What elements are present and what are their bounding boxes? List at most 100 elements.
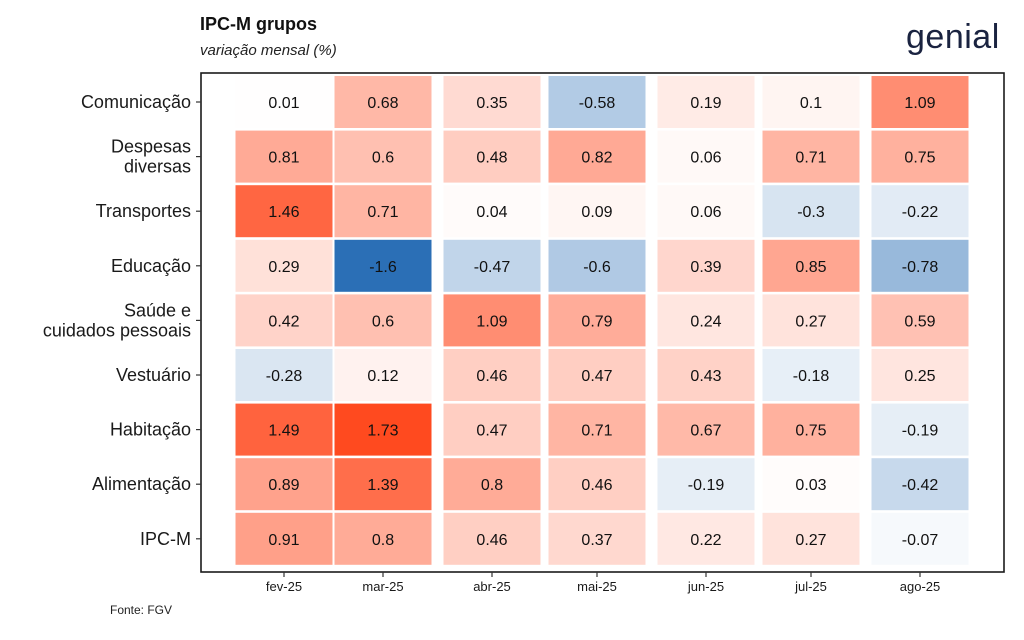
cell-value-label: 0.46 <box>581 477 612 494</box>
cell-value-label: 0.79 <box>581 313 612 330</box>
cell-value-label: 0.25 <box>904 368 935 385</box>
cell-value-label: 0.75 <box>795 423 826 440</box>
heatmap-cell <box>871 130 969 183</box>
cell-value-label: -0.07 <box>902 532 939 549</box>
cell-value-label: 0.8 <box>372 532 394 549</box>
cell-value-label: 0.47 <box>581 368 612 385</box>
x-tick-label: ago-25 <box>900 579 940 594</box>
heatmap-cell <box>657 294 755 347</box>
cell-value-label: 0.27 <box>795 313 826 330</box>
heatmap-cell <box>548 239 646 292</box>
heatmap-cell <box>548 185 646 238</box>
cell-value-label: 0.68 <box>367 95 398 112</box>
cell-value-label: 0.04 <box>476 204 507 221</box>
cell-value-label: 0.37 <box>581 532 612 549</box>
heatmap-cell <box>443 239 541 292</box>
heatmap-cell <box>548 294 646 347</box>
heatmap-cell <box>443 130 541 183</box>
heatmap-cell <box>871 294 969 347</box>
heatmap-cell <box>443 294 541 347</box>
cell-value-label: 0.06 <box>690 204 721 221</box>
cell-value-label: -0.6 <box>583 259 611 276</box>
heatmap-cell <box>334 185 432 238</box>
heatmap-cell <box>657 239 755 292</box>
cell-value-label: -0.78 <box>902 259 939 276</box>
heatmap-cell <box>657 76 755 128</box>
heatmap-cell <box>235 185 333 238</box>
cell-value-label: 0.46 <box>476 368 507 385</box>
heatmap-cell <box>235 403 333 456</box>
heatmap-cell <box>548 403 646 456</box>
cell-value-label: 0.39 <box>690 259 721 276</box>
cell-value-label: 0.81 <box>268 150 299 167</box>
heatmap-cell <box>871 349 969 401</box>
heatmap-cell <box>443 185 541 238</box>
heatmap-cell <box>871 512 969 565</box>
heatmap-cell <box>334 130 432 183</box>
cell-value-label: 0.27 <box>795 532 826 549</box>
heatmap-cell <box>334 403 432 456</box>
y-tick-label: IPC-M <box>140 529 191 549</box>
brand-logo: genial <box>906 18 1000 56</box>
heatmap-cell <box>762 76 860 128</box>
heatmap-cell <box>443 349 541 401</box>
heatmap-cell <box>871 185 969 238</box>
y-tick-label: diversas <box>124 157 191 177</box>
cell-value-label: 0.6 <box>372 313 394 330</box>
cell-value-label: 0.42 <box>268 313 299 330</box>
cell-value-label: 0.67 <box>690 423 721 440</box>
cell-value-label: -0.47 <box>474 259 511 276</box>
y-tick-label: Alimentação <box>92 474 191 494</box>
heatmap-cell <box>443 76 541 128</box>
cell-value-label: 0.19 <box>690 95 721 112</box>
y-tick-label: Transportes <box>96 201 191 221</box>
heatmap-cell <box>871 239 969 292</box>
cell-value-label: -0.19 <box>688 477 725 494</box>
cell-value-label: -0.18 <box>793 368 830 385</box>
cell-value-label: 1.39 <box>367 477 398 494</box>
cell-value-label: 0.71 <box>581 423 612 440</box>
heatmap-cell <box>762 458 860 511</box>
heatmap-cell <box>443 512 541 565</box>
heatmap-cell <box>657 185 755 238</box>
heatmap-cell <box>334 76 432 128</box>
heatmap-cell <box>334 294 432 347</box>
heatmap-cell <box>871 76 969 128</box>
x-tick-label: jun-25 <box>687 579 724 594</box>
heatmap-cell <box>762 349 860 401</box>
cell-value-label: 0.22 <box>690 532 721 549</box>
cell-value-label: 1.49 <box>268 423 299 440</box>
cell-value-label: 0.43 <box>690 368 721 385</box>
y-tick-label: Educação <box>111 256 191 276</box>
cell-value-label: -0.28 <box>266 368 303 385</box>
heatmap-cell <box>657 512 755 565</box>
cell-value-label: 0.46 <box>476 532 507 549</box>
heatmap-cell <box>443 458 541 511</box>
cell-value-label: 0.09 <box>581 204 612 221</box>
cell-value-label: -0.58 <box>579 95 616 112</box>
cell-value-label: 0.48 <box>476 150 507 167</box>
cell-value-label: 0.35 <box>476 95 507 112</box>
heatmap-cell <box>235 458 333 511</box>
heatmap-cell <box>657 349 755 401</box>
heatmap-cell <box>548 349 646 401</box>
heatmap-cell <box>235 239 333 292</box>
cell-value-label: -1.6 <box>369 259 397 276</box>
cell-value-label: 0.82 <box>581 150 612 167</box>
cell-value-label: 0.89 <box>268 477 299 494</box>
y-tick-label: cuidados pessoais <box>43 320 191 340</box>
heatmap-cell <box>548 512 646 565</box>
heatmap-cell <box>871 403 969 456</box>
cell-value-label: 1.09 <box>904 95 935 112</box>
x-tick-label: fev-25 <box>266 579 302 594</box>
cell-value-label: 0.8 <box>481 477 503 494</box>
y-tick-label: Vestuário <box>116 365 191 385</box>
cell-value-label: 0.75 <box>904 150 935 167</box>
y-tick-label: Saúde e <box>124 300 191 320</box>
cell-value-label: 0.85 <box>795 259 826 276</box>
cell-value-label: 0.03 <box>795 477 826 494</box>
heatmap-cell <box>762 403 860 456</box>
source-note: Fonte: FGV <box>110 603 173 617</box>
heatmap-cell <box>235 512 333 565</box>
cell-value-label: 0.6 <box>372 150 394 167</box>
